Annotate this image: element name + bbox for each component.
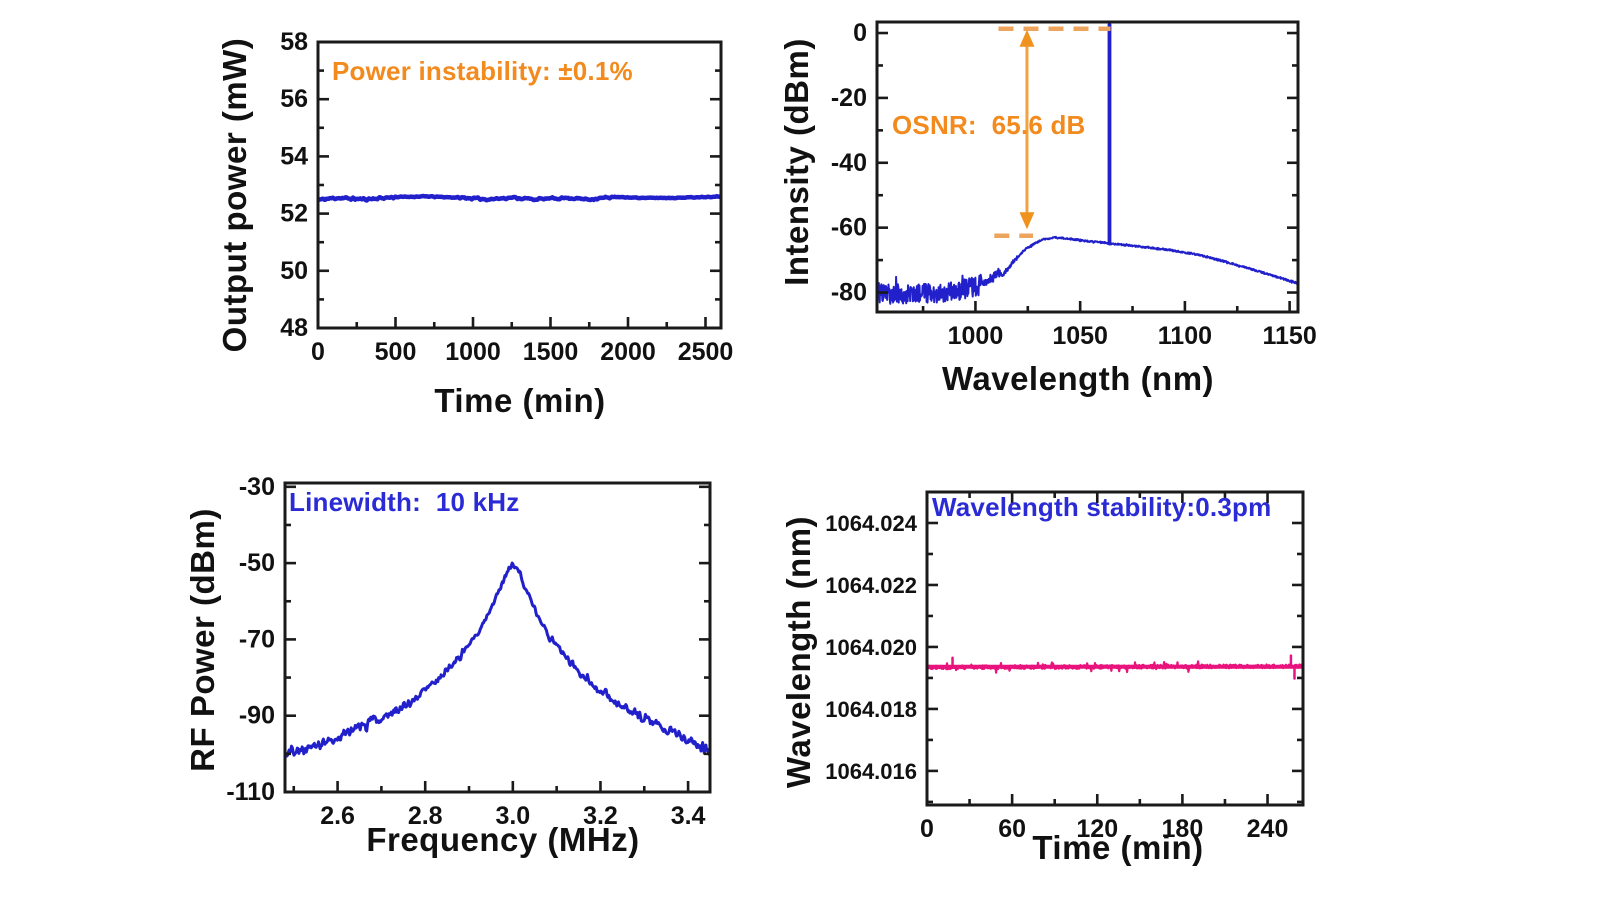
svg-text:0: 0: [853, 19, 867, 47]
output-power-x-axis-title: Time (min): [434, 382, 606, 419]
svg-text:-40: -40: [831, 149, 867, 177]
svg-text:1000: 1000: [948, 322, 1004, 350]
svg-text:3.4: 3.4: [671, 802, 706, 830]
svg-text:1064.018: 1064.018: [825, 697, 917, 722]
svg-text:48: 48: [280, 314, 308, 342]
svg-text:-50: -50: [239, 549, 275, 577]
linewidth-annotation: Linewidth: 10 kHz: [289, 487, 520, 517]
wavelength-x-axis-title: Wavelength (nm): [941, 360, 1215, 397]
svg-text:0: 0: [311, 338, 325, 366]
panel-wavelength-stability: 0 60 120 180 240 1064.016 1064.018 1064.020 1064…: [770, 460, 1390, 900]
panel-optical-spectrum-osnr: 1000 1050 1100 1150 0 -20 -40 -60 -80 Intensity …: [770, 0, 1350, 430]
rf-power-y-axis-title: RF Power (dBm): [184, 508, 221, 772]
osnr-annotation: OSNR: 65.6 dB: [892, 110, 1086, 140]
output-power-y-axis-title: Output power (mW): [216, 37, 253, 353]
svg-text:2.8: 2.8: [408, 802, 443, 830]
svg-text:-90: -90: [239, 702, 275, 730]
svg-text:500: 500: [375, 338, 417, 366]
svg-text:1064.022: 1064.022: [825, 573, 917, 598]
time-x-axis-title: Time (min): [1032, 829, 1204, 866]
svg-text:56: 56: [280, 85, 308, 113]
svg-text:1064.016: 1064.016: [825, 759, 917, 784]
svg-text:1000: 1000: [445, 338, 501, 366]
svg-text:1150: 1150: [1262, 322, 1316, 350]
frequency-x-axis-title: Frequency (MHz): [366, 821, 640, 858]
svg-text:240: 240: [1247, 815, 1289, 843]
svg-text:2000: 2000: [600, 338, 656, 366]
svg-text:50: 50: [280, 257, 308, 285]
svg-text:1064.020: 1064.020: [825, 635, 917, 660]
svg-text:-110: -110: [226, 778, 275, 806]
svg-text:1050: 1050: [1052, 322, 1108, 350]
svg-text:1100: 1100: [1158, 322, 1212, 350]
wavelength-stability-annotation: Wavelength stability:0.3pm: [932, 492, 1272, 522]
panel-rf-linewidth: 2.6 2.8 3.0 3.2 3.4 -30 -50 -70 -90 -110 RF Power…: [150, 455, 770, 895]
svg-text:-70: -70: [239, 625, 275, 653]
intensity-y-axis-title: Intensity (dBm): [778, 38, 815, 286]
svg-text:180: 180: [1162, 815, 1204, 843]
rf-spectrum-plot: 2.6 2.8 3.0 3.2 3.4 -30 -50 -70 -90 -110: [226, 473, 712, 830]
svg-text:3.0: 3.0: [495, 802, 530, 830]
svg-text:120: 120: [1076, 815, 1118, 843]
svg-text:-60: -60: [831, 214, 867, 242]
panel-output-power-stability: 0 500 1000 1500 2000 2500 48 50 52 54 56 58 Output …: [150, 10, 780, 440]
svg-text:-30: -30: [239, 473, 275, 501]
svg-text:-80: -80: [831, 279, 867, 307]
svg-text:2500: 2500: [678, 338, 734, 366]
svg-text:3.2: 3.2: [583, 802, 618, 830]
wavelength-y-axis-title: Wavelength (nm): [780, 515, 817, 789]
svg-text:-20: -20: [831, 84, 867, 112]
optical-spectrum-plot: 1000 1050 1100 1150 0 -20 -40 -60 -80: [831, 19, 1317, 350]
wavelength-stability-plot: 0 60 120 180 240 1064.016 1064.018 1064.020 1064…: [825, 490, 1305, 843]
power-instability-annotation: Power instability: ±0.1%: [332, 56, 633, 86]
svg-text:52: 52: [280, 200, 308, 228]
svg-text:54: 54: [280, 142, 308, 170]
output-power-plot: 0 500 1000 1500 2000 2500 48 50 52 54 56 58: [280, 28, 734, 366]
svg-text:58: 58: [280, 28, 308, 56]
svg-text:2.6: 2.6: [320, 802, 355, 830]
svg-text:1500: 1500: [523, 338, 579, 366]
svg-text:60: 60: [998, 815, 1026, 843]
svg-text:0: 0: [920, 815, 934, 843]
svg-text:1064.024: 1064.024: [825, 511, 918, 536]
